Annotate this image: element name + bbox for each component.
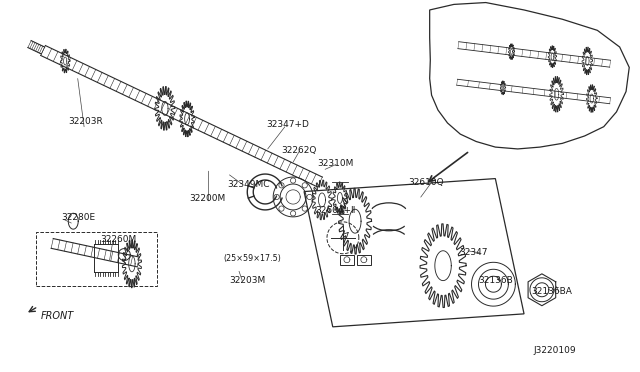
Text: 32280E: 32280E	[62, 213, 96, 222]
Text: 32203M: 32203M	[230, 276, 266, 285]
Text: 32136BA: 32136BA	[532, 287, 573, 296]
Text: R: R	[122, 252, 126, 257]
Text: 32200M: 32200M	[189, 195, 225, 203]
Text: 32262Q: 32262Q	[282, 146, 317, 155]
Text: 32349MC: 32349MC	[228, 180, 270, 189]
Bar	[357, 255, 371, 265]
Text: 32347: 32347	[459, 248, 488, 257]
Text: 32136B: 32136B	[478, 276, 513, 285]
Text: 32604+Ⅱ: 32604+Ⅱ	[315, 206, 355, 215]
Text: 32347+D: 32347+D	[266, 121, 308, 129]
Text: 32203R: 32203R	[68, 117, 103, 126]
Text: 32260M: 32260M	[100, 235, 136, 244]
Text: 32310M: 32310M	[317, 159, 353, 168]
Text: 32610Q: 32610Q	[408, 178, 444, 187]
Bar	[340, 255, 354, 265]
Text: FRONT: FRONT	[41, 311, 74, 321]
Text: (25×59×17.5): (25×59×17.5)	[223, 254, 281, 263]
Text: J3220109: J3220109	[534, 346, 576, 355]
